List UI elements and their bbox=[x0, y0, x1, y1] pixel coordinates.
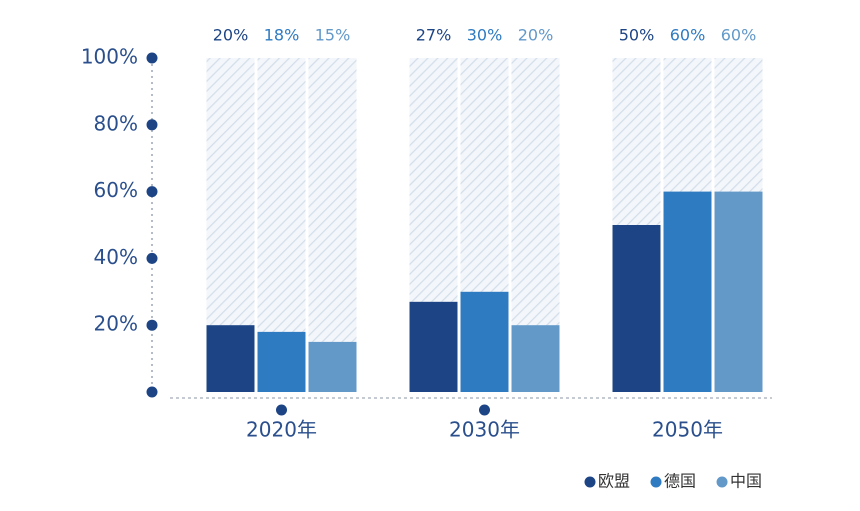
bar bbox=[663, 191, 712, 392]
bar bbox=[460, 291, 509, 392]
bar bbox=[308, 341, 357, 392]
value-label: 15% bbox=[315, 26, 351, 45]
y-tick-label: 20% bbox=[94, 312, 138, 336]
legend-marker bbox=[584, 476, 596, 488]
x-tick-label: 2050年 bbox=[652, 418, 723, 442]
legend-marker bbox=[650, 476, 662, 488]
value-label: 20% bbox=[518, 26, 554, 45]
value-label: 30% bbox=[467, 26, 503, 45]
y-tick-label: 40% bbox=[94, 245, 138, 269]
value-label: 20% bbox=[213, 26, 249, 45]
y-tick-dot bbox=[146, 52, 158, 64]
y-tick-label: 60% bbox=[94, 178, 138, 202]
y-tick-dot bbox=[146, 186, 158, 198]
bar bbox=[511, 325, 560, 392]
y-tick-dot bbox=[146, 119, 158, 131]
value-label: 18% bbox=[264, 26, 300, 45]
y-tick-dot bbox=[146, 252, 158, 264]
bar bbox=[409, 301, 458, 392]
value-label: 60% bbox=[721, 26, 757, 45]
bar bbox=[257, 331, 306, 392]
x-tick-dot bbox=[479, 404, 490, 416]
legend-label: 中国 bbox=[730, 472, 762, 491]
value-label: 50% bbox=[619, 26, 655, 45]
bar-background bbox=[308, 58, 357, 392]
legend-marker bbox=[716, 476, 728, 488]
y-tick-dot bbox=[146, 319, 158, 331]
bar bbox=[206, 325, 255, 392]
value-label: 60% bbox=[670, 26, 706, 45]
legend-label: 欧盟 bbox=[598, 472, 630, 491]
y-axis-dot bbox=[146, 386, 158, 398]
x-tick-label: 2020年 bbox=[246, 418, 317, 442]
y-tick-label: 100% bbox=[81, 45, 138, 69]
bar bbox=[714, 191, 763, 392]
bar bbox=[612, 225, 661, 392]
x-tick-label: 2030年 bbox=[449, 418, 520, 442]
value-label: 27% bbox=[416, 26, 452, 45]
x-tick-dot bbox=[276, 404, 287, 416]
y-tick-label: 80% bbox=[94, 111, 138, 135]
legend-label: 德国 bbox=[664, 472, 696, 491]
